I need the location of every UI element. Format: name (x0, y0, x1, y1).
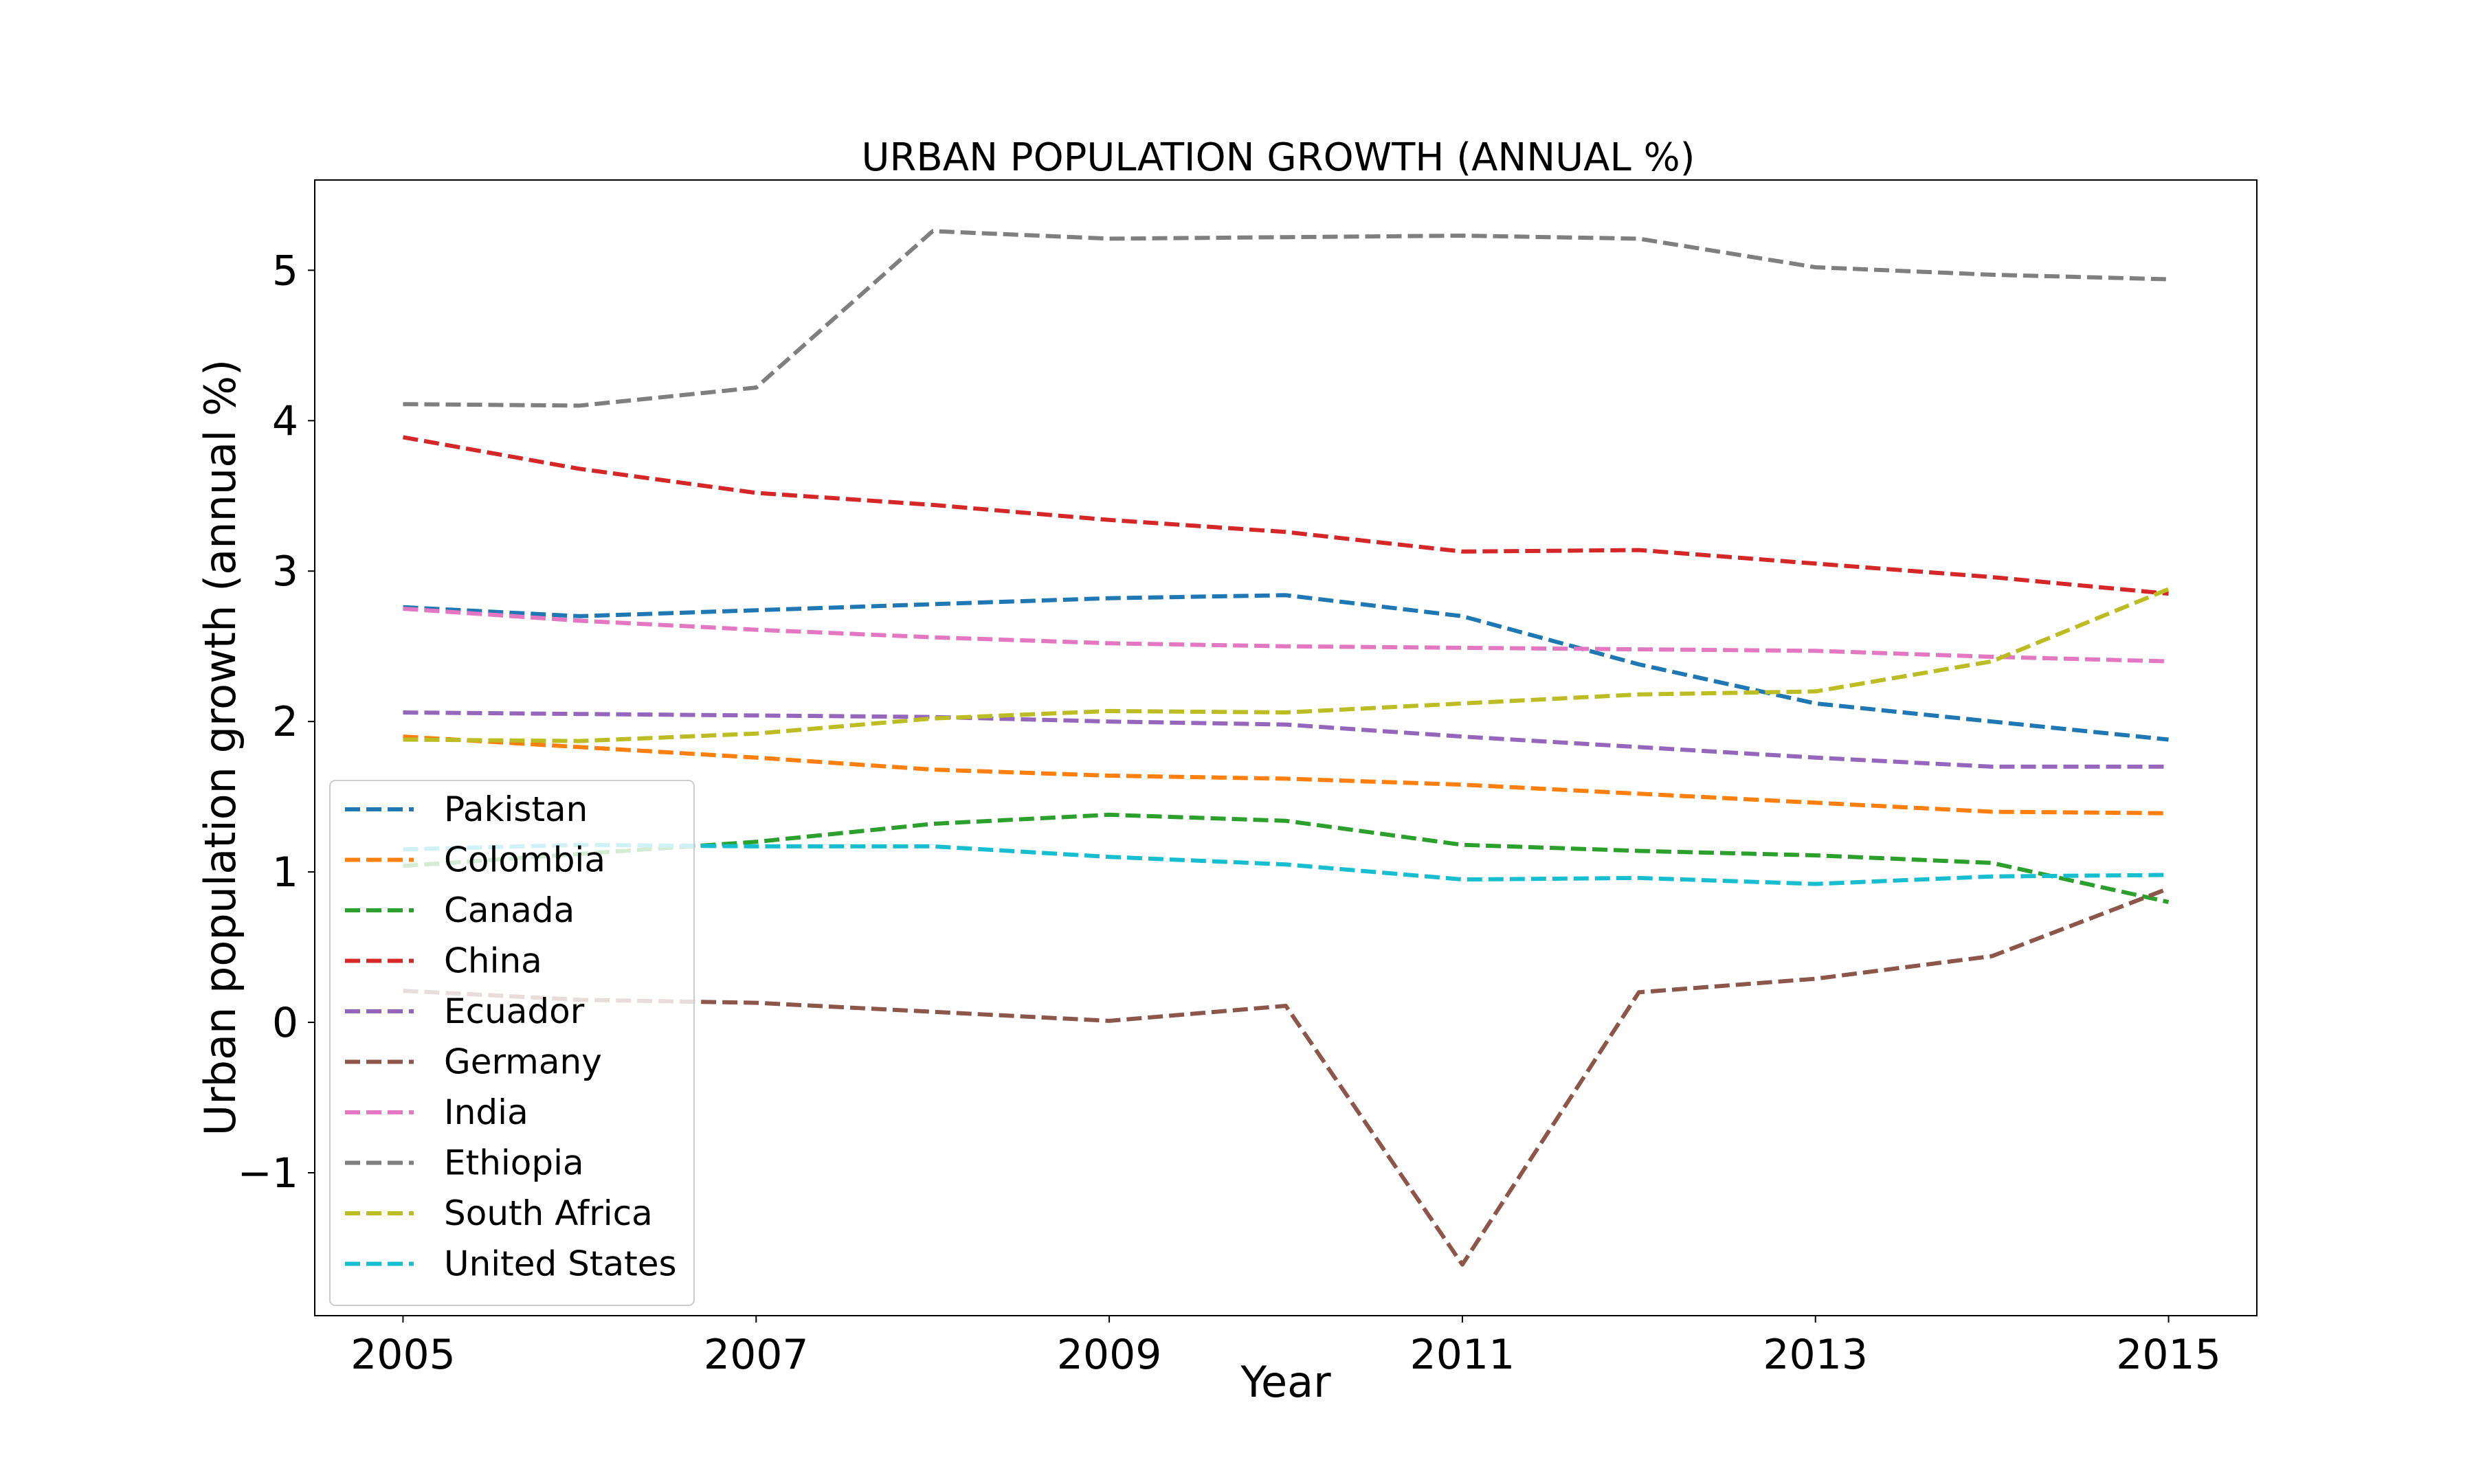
y-axis-label: Urban population growth (annual %) (195, 359, 245, 1136)
x-tick-label: 2005 (350, 1331, 456, 1379)
series-line-china (402, 435, 2169, 596)
y-axis-ticks: −1 0 1 2 3 4 5 (238, 247, 315, 1198)
legend-label: China (444, 941, 542, 981)
legend-label: Germany (444, 1042, 602, 1082)
x-tick-label: 2011 (1410, 1331, 1515, 1379)
legend-box (329, 780, 695, 1306)
legend-label: Pakistan (444, 789, 588, 829)
series-line-colombia (403, 734, 2169, 816)
legend-label: South Africa (444, 1193, 653, 1233)
series-line-ecuador (403, 710, 2169, 769)
legend-label: Ethiopia (444, 1143, 584, 1183)
y-tick-label: −1 (238, 1149, 298, 1198)
series-line-canada (403, 812, 2170, 904)
x-tick-label: 2013 (1763, 1331, 1868, 1379)
x-axis-label: Year (1240, 1357, 1331, 1407)
legend-label: United States (444, 1244, 677, 1284)
legend-label: Canada (444, 890, 575, 930)
series-line-ethiopia (403, 229, 2169, 408)
legend: Pakistan Colombia Canada China Ecuador German… (329, 780, 695, 1306)
legend-label: Colombia (444, 840, 605, 880)
y-tick-label: 5 (272, 247, 298, 295)
x-tick-label: 2009 (1057, 1331, 1162, 1379)
y-tick-label: 1 (272, 848, 298, 897)
series-line-germany (403, 886, 2170, 1267)
series-line-pakistan (403, 593, 2169, 742)
plot-area (402, 229, 2170, 1267)
series-line-south-africa (403, 587, 2170, 743)
legend-label: India (444, 1092, 528, 1132)
chart-title: URBAN POPULATION GROWTH (ANNUAL %) (861, 135, 1695, 180)
y-tick-label: 2 (272, 698, 298, 746)
plot-frame (314, 179, 2258, 1316)
series-line-united-states (403, 842, 2169, 886)
x-tick-label: 2007 (704, 1331, 809, 1379)
x-axis-ticks: 2005 2007 2009 2011 2013 2015 (350, 1316, 2221, 1379)
x-tick-label: 2015 (2116, 1331, 2221, 1379)
series-line-india (403, 607, 2169, 664)
y-tick-label: 0 (272, 999, 298, 1047)
y-tick-label: 3 (272, 548, 298, 596)
legend-label: Ecuador (444, 991, 585, 1031)
y-tick-label: 4 (272, 397, 298, 445)
